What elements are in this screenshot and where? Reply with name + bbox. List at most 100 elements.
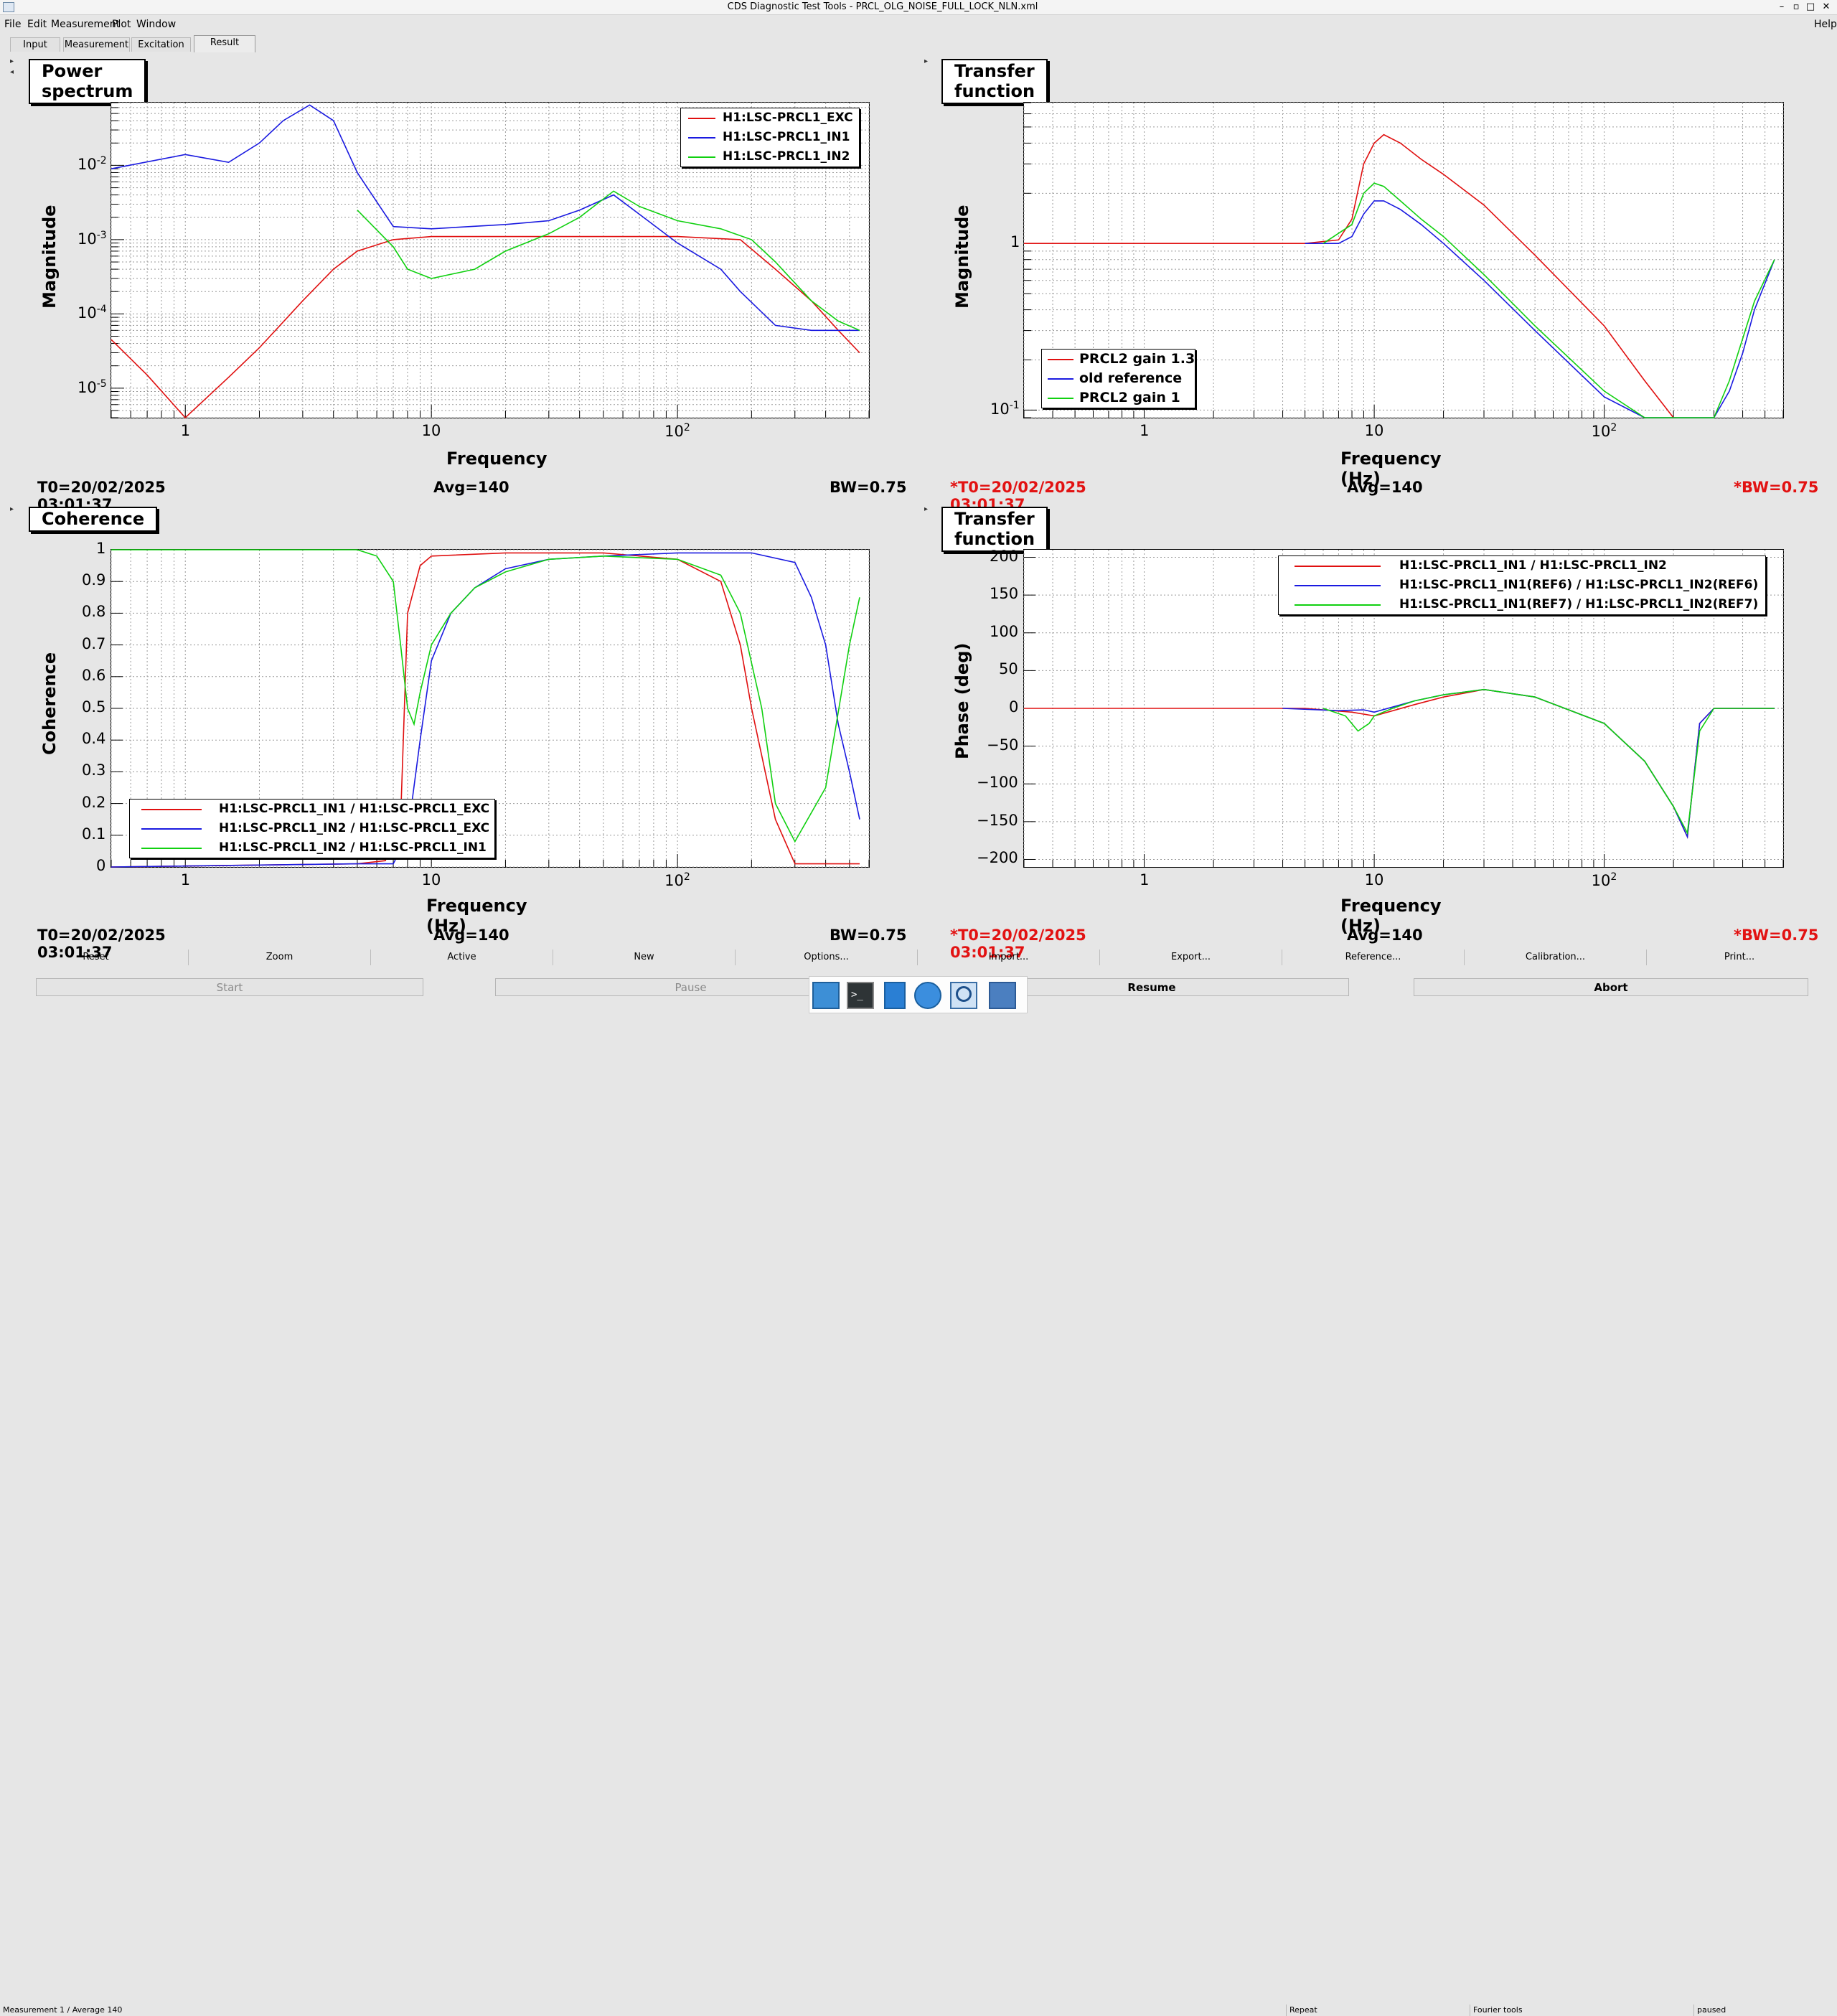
status-avg: Avg=140 [1347,927,1423,944]
x-tick-label: 102 [664,871,690,889]
window-titlebar: CDS Diagnostic Test Tools - PRCL_OLG_NOI… [0,0,1837,15]
x-axis-label: Frequency (Hz) [426,896,527,936]
y-tick-label: 0.7 [82,634,106,652]
app-icon [3,2,14,12]
legend-swatch [141,848,202,849]
legend-entry: H1:LSC-PRCL1_IN1 / H1:LSC-PRCL1_IN2 [1399,558,1667,573]
y-axis-label: Phase (deg) [952,642,972,759]
legend-entry: H1:LSC-PRCL1_IN1(REF6) / H1:LSC-PRCL1_IN… [1399,578,1759,592]
options-button[interactable]: Options... [736,950,918,965]
y-axis-label: Magnitude [39,205,60,309]
close-icon[interactable]: ✕ [1822,1,1831,12]
y-tick-label: 10-4 [77,304,107,322]
file-manager-icon[interactable] [884,982,906,1009]
legend-entry: H1:LSC-PRCL1_IN2 / H1:LSC-PRCL1_IN1 [219,840,487,855]
legend-swatch [1295,604,1381,606]
legend: H1:LSC-PRCL1_EXC H1:LSC-PRCL1_IN1 H1:LSC… [680,108,860,167]
menu-help[interactable]: Help [1814,19,1837,30]
menu-edit[interactable]: Edit [27,19,47,30]
y-tick-label: 150 [990,585,1019,603]
status-avg: Avg=140 [1347,479,1423,496]
export-button[interactable]: Export... [1100,950,1282,965]
print-button[interactable]: Print... [1724,952,1755,962]
maximize-icon[interactable]: □ [1805,1,1815,12]
y-tick-label: 0.6 [82,666,106,684]
desktop-icon[interactable] [812,982,840,1009]
reference-button[interactable]: Reference... [1282,950,1465,965]
tab-result[interactable]: Result [194,35,255,52]
x-tick-label: 1 [1140,871,1150,889]
y-tick-label: −200 [977,849,1018,867]
legend-swatch [141,809,202,810]
start-button[interactable]: Start [36,978,423,996]
y-tick-label: 10-5 [77,378,107,396]
restore-icon[interactable]: ▫ [1793,1,1800,12]
legend-swatch [688,137,715,139]
search-icon[interactable] [950,982,977,1009]
y-tick-label: 10-1 [990,400,1020,418]
menu-window[interactable]: Window [136,19,177,30]
menu-plot[interactable]: Plot [112,19,131,30]
y-tick-label: 0 [96,857,106,874]
y-tick-label: −150 [977,811,1018,829]
window-title: CDS Diagnostic Test Tools - PRCL_OLG_NOI… [727,1,1038,12]
x-tick-label: 1 [180,871,191,889]
minimize-icon[interactable]: – [1779,1,1785,12]
tab-excitation[interactable]: Excitation [131,37,191,52]
tab-input[interactable]: Input [10,37,60,52]
status-repeat: Repeat [1286,2005,1468,2016]
y-axis-label: Magnitude [952,205,972,309]
pane-arrow-icon[interactable]: ◂ [10,68,14,76]
status-bw: *BW=0.75 [1734,927,1819,944]
x-tick-label: 10 [421,871,441,889]
y-tick-label: 0.4 [82,730,106,748]
legend-swatch [688,156,715,158]
y-tick-label: 1 [1010,233,1020,251]
pane-arrow-icon[interactable]: ▸ [10,505,14,513]
pane-arrow-icon[interactable]: ▸ [10,57,14,65]
abort-button[interactable]: Abort [1414,978,1808,996]
status-avg: Avg=140 [433,927,509,944]
x-tick-label: 102 [1591,422,1617,440]
graph-title: Transfer function [941,507,1048,552]
statusbar: Measurement 1 / Average 140 Repeat Fouri… [0,1002,1837,2016]
active-button[interactable]: Active [371,950,553,965]
status-t0: T0=20/02/2025 03:01:37 [37,927,166,961]
x-tick-label: 10 [421,422,441,439]
terminal-icon[interactable]: >_ [847,982,874,1009]
status-state: paused [1693,2005,1837,2016]
legend-entry: H1:LSC-PRCL1_IN1 / H1:LSC-PRCL1_EXC [219,802,490,816]
browser-icon[interactable] [914,982,941,1009]
y-tick-label: 0.8 [82,603,106,621]
x-tick-label: 102 [664,422,690,440]
legend-entry: H1:LSC-PRCL1_IN2 [723,149,850,164]
pane-arrow-icon[interactable]: ▸ [924,505,929,513]
y-tick-label: 100 [990,622,1019,640]
reset-button[interactable]: Reset [4,950,189,965]
legend-entry: H1:LSC-PRCL1_IN1(REF7) / H1:LSC-PRCL1_IN… [1399,597,1759,611]
legend-swatch [688,118,715,119]
y-tick-label: 1 [96,540,106,557]
x-tick-label: 102 [1591,871,1617,889]
legend-swatch [141,828,202,830]
tab-measurement[interactable]: Measurement [63,37,130,52]
pane-arrow-icon[interactable]: ▸ [924,57,929,65]
zoom-button[interactable]: Zoom [189,950,371,965]
legend-swatch [1048,359,1073,360]
menu-file[interactable]: File [4,19,22,30]
status-avg: Avg=140 [433,479,509,496]
calibration-button[interactable]: Calibration... [1465,950,1647,965]
status-bw: *BW=0.75 [1734,479,1819,496]
legend: H1:LSC-PRCL1_IN1 / H1:LSC-PRCL1_IN2 H1:L… [1278,555,1766,615]
y-tick-label: 0.5 [82,698,106,716]
legend-swatch [1295,566,1381,567]
menu-measurement[interactable]: Measurement [51,19,121,30]
import-button[interactable]: Import... [918,950,1100,965]
folder-icon[interactable] [989,982,1016,1009]
y-tick-label: 0.9 [82,571,106,589]
menu-bar: File Edit Measurement Plot Window Help [0,15,1837,32]
y-axis-label: Coherence [39,652,60,755]
legend-entry: H1:LSC-PRCL1_IN1 [723,130,850,144]
legend: PRCL2 gain 1.3 old reference PRCL2 gain … [1041,349,1195,408]
new-button[interactable]: New [553,950,736,965]
